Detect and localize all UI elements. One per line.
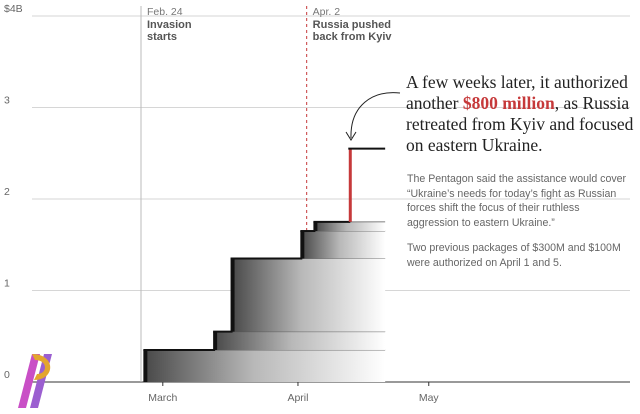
x-tick-label: March: [148, 392, 177, 404]
event-date: Feb. 24: [147, 6, 183, 18]
annotation-amount: $800 million: [462, 93, 555, 113]
y-tick-label: 3: [4, 95, 10, 107]
aid-package-band: [315, 221, 386, 232]
y-tick-label: $4B: [4, 3, 23, 15]
y-tick-label: 2: [4, 186, 10, 198]
y-tick-label: 0: [4, 369, 10, 381]
event-label: Russia pushed: [313, 19, 391, 31]
x-tick-label: May: [419, 392, 440, 404]
x-tick-label: April: [287, 392, 308, 404]
pentagon-quote-note: The Pentagon said the assistance would c…: [407, 173, 627, 229]
event-date: Apr. 2: [313, 6, 341, 18]
aid-package-bands: [145, 221, 386, 382]
annotation-arrow: [350, 92, 401, 139]
cumulative-step-line: [143, 147, 386, 382]
watermark-logo: [18, 354, 52, 408]
gridlines: [32, 15, 630, 383]
aid-package-band: [215, 331, 386, 350]
previous-packages-note: Two previous packages of $300M and $100M…: [407, 242, 621, 269]
y-tick-label: 1: [4, 278, 10, 290]
aid-package-band: [145, 349, 386, 382]
annotation-arrowhead: [345, 131, 357, 141]
event-label: Invasion: [147, 19, 192, 31]
annotation-text: A few weeks later, it authorized another…: [406, 72, 634, 155]
event-label: starts: [147, 31, 177, 43]
x-axis-labels: March April May: [148, 382, 439, 404]
event-label: back from Kyiv: [313, 31, 393, 43]
aid-package-band: [232, 258, 386, 332]
y-axis-labels: 0 1 2 3 $4B: [4, 3, 23, 381]
aid-package-band: [302, 231, 386, 259]
